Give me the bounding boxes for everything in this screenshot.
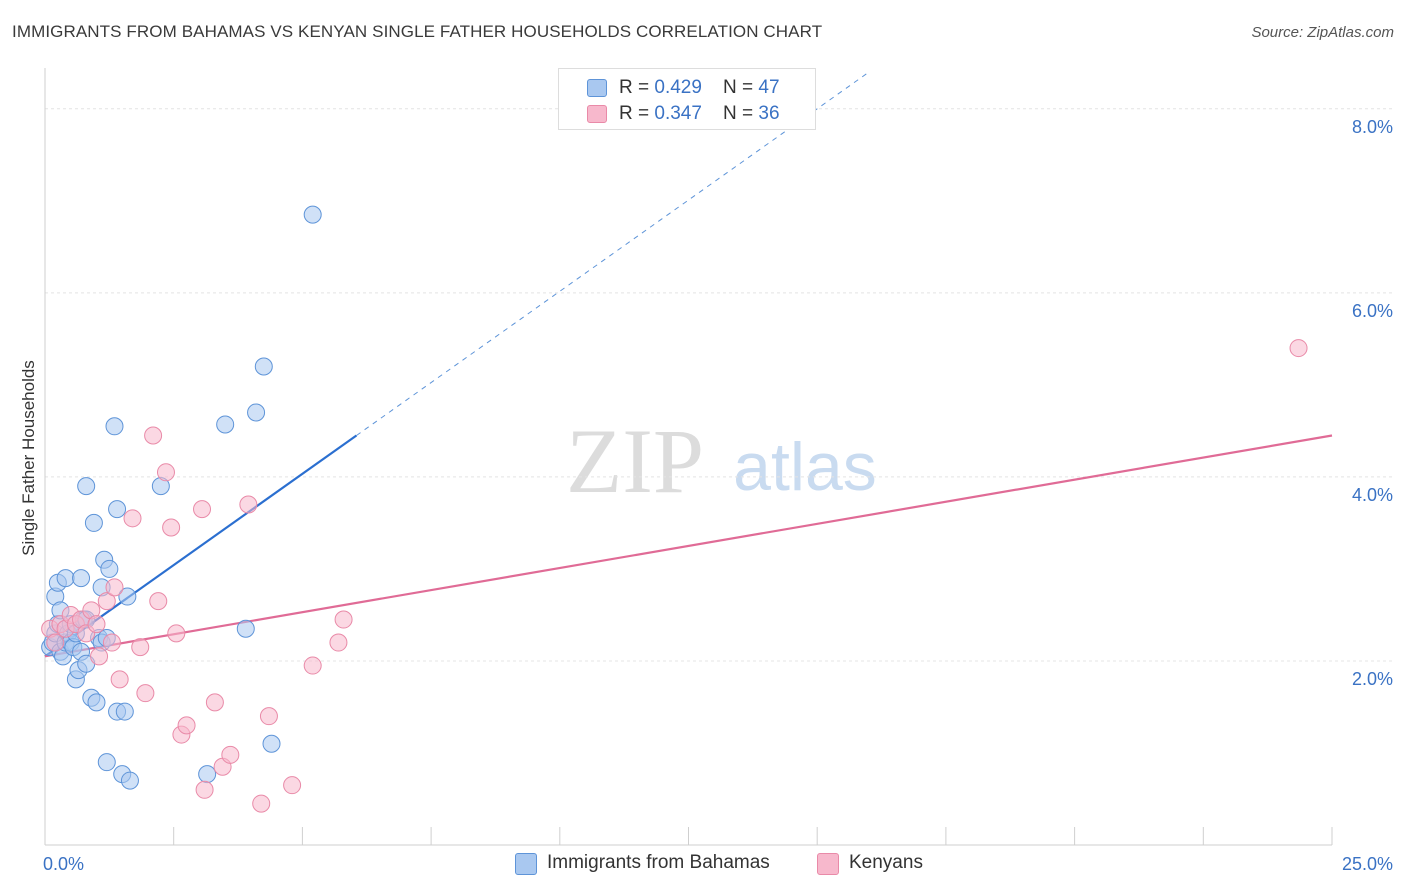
point-kenyans [144,426,163,445]
watermark-zip: ZIP [566,410,704,512]
point-kenyans [123,509,142,528]
point-bahamas [105,417,124,436]
r-value: 0.347 [654,103,702,124]
point-kenyans [97,592,116,611]
point-kenyans [87,615,106,634]
point-kenyans [136,684,155,703]
legend-swatch-bahamas [515,853,537,875]
point-kenyans [131,638,150,657]
point-bahamas [303,205,322,224]
point-bahamas [216,415,235,434]
trend-lines [44,71,1333,658]
trend-line-kenyans [44,434,1333,658]
point-kenyans [303,656,322,675]
x-tick-label: 25.0% [1342,854,1393,874]
y-tick-label: 6.0% [1352,301,1393,321]
n-value: 47 [758,77,780,98]
legend-label-bahamas: Immigrants from Bahamas [547,852,770,873]
point-kenyans [252,794,271,813]
point-kenyans [167,624,186,643]
point-bahamas [120,771,139,790]
legend-swatch-kenyans [817,853,839,875]
stats-text: R = 0.347 N = 36 [619,103,780,125]
point-bahamas [236,619,255,638]
point-bahamas [247,403,266,422]
y-tick-label: 2.0% [1352,669,1393,689]
point-bahamas [254,357,273,376]
r-value: 0.429 [654,77,702,98]
point-kenyans [193,500,212,519]
r-label: R = [619,103,655,124]
point-bahamas [100,559,119,578]
grid-lines [45,108,1392,662]
point-bahamas [115,702,134,721]
source-label: Source: ZipAtlas.com [1251,24,1394,41]
x-tick-label: 0.0% [43,854,84,874]
point-bahamas [118,587,137,606]
point-kenyans [162,518,181,537]
r-label: R = [619,77,655,98]
point-bahamas [262,734,281,753]
point-bahamas [198,765,217,784]
stats-text: R = 0.429 N = 47 [619,77,780,99]
legend-swatch-bahamas [587,79,607,97]
axes [44,68,1333,846]
point-bahamas [56,569,75,588]
watermark: ZIP atlas [566,410,877,512]
point-kenyans [195,780,214,799]
point-kenyans [239,495,258,514]
point-kenyans [149,592,168,611]
point-kenyans [1289,339,1308,358]
point-kenyans [329,633,348,652]
point-bahamas [87,693,106,712]
n-label: N = [723,103,759,124]
point-kenyans [334,610,353,629]
y-tick-label: 8.0% [1352,117,1393,137]
stats-legend: R = 0.429 N = 47 R = 0.347 N = 36 [558,68,816,130]
point-bahamas [97,753,116,772]
watermark-atlas: atlas [733,429,877,505]
legend-swatch-kenyans [587,105,607,123]
data-points [41,205,1308,813]
trend-line-bahamas-extension [356,71,870,436]
point-bahamas [77,477,96,496]
point-kenyans [259,707,278,726]
y-axis-label: Single Father Households [19,360,38,556]
point-kenyans [46,633,65,652]
legend-label-kenyans: Kenyans [849,852,923,873]
point-kenyans [205,693,224,712]
point-bahamas [84,513,103,532]
point-kenyans [221,745,240,764]
y-tick-label: 4.0% [1352,485,1393,505]
n-value: 36 [758,103,780,124]
point-kenyans [110,670,129,689]
point-kenyans [283,776,302,795]
point-kenyans [105,578,124,597]
point-kenyans [90,647,109,666]
n-label: N = [723,77,759,98]
point-kenyans [102,633,121,652]
point-bahamas [108,500,127,519]
point-kenyans [177,716,196,735]
point-bahamas [72,569,91,588]
point-kenyans [156,463,175,482]
chart-title: IMMIGRANTS FROM BAHAMAS VS KENYAN SINGLE… [12,22,823,41]
tick-labels: 2.0% 4.0% 6.0% 8.0% 0.0% 25.0% [43,117,1393,874]
